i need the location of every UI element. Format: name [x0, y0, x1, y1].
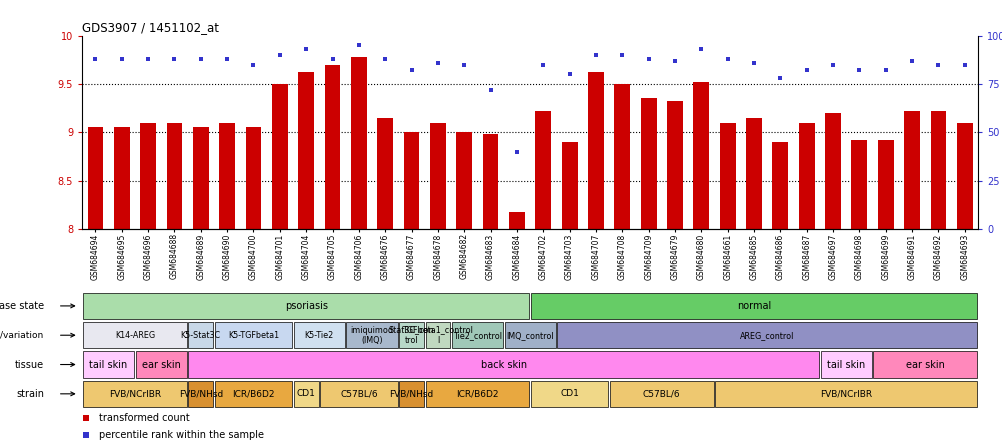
Bar	[425, 381, 529, 407]
Bar	[346, 322, 397, 349]
Text: GDS3907 / 1451102_at: GDS3907 / 1451102_at	[82, 21, 219, 34]
Text: IMQ_control: IMQ_control	[506, 331, 553, 340]
Bar	[451, 322, 502, 349]
Bar	[83, 293, 529, 319]
Bar	[192, 127, 208, 229]
Bar	[87, 127, 103, 229]
Bar	[614, 84, 629, 229]
Bar	[430, 123, 445, 229]
Bar	[719, 123, 734, 229]
Text: tail skin: tail skin	[827, 360, 865, 369]
Text: ear skin: ear skin	[905, 360, 944, 369]
Bar	[456, 132, 472, 229]
Bar	[188, 381, 213, 407]
Text: FVB/NHsd: FVB/NHsd	[178, 389, 222, 398]
Bar	[772, 142, 788, 229]
Text: transformed count: transformed count	[98, 413, 189, 423]
Text: tissue: tissue	[15, 360, 44, 369]
Bar	[298, 72, 314, 229]
Bar	[294, 381, 319, 407]
Bar	[377, 118, 393, 229]
Text: ICR/B6D2: ICR/B6D2	[456, 389, 498, 398]
Bar	[83, 351, 134, 378]
Text: back skin: back skin	[480, 360, 526, 369]
Bar	[504, 322, 555, 349]
Bar	[403, 132, 419, 229]
Bar	[714, 381, 976, 407]
Text: K5-TGFbeta1: K5-TGFbeta1	[227, 331, 279, 340]
Bar	[535, 111, 551, 229]
Bar	[873, 351, 976, 378]
Bar	[587, 72, 603, 229]
Text: tail skin: tail skin	[89, 360, 127, 369]
Text: ICR/B6D2: ICR/B6D2	[232, 389, 275, 398]
Bar	[219, 123, 234, 229]
Bar	[425, 322, 450, 349]
Bar	[903, 111, 919, 229]
Text: K5-Tie2: K5-Tie2	[305, 331, 334, 340]
Text: ear skin: ear skin	[141, 360, 180, 369]
Bar	[745, 118, 762, 229]
Bar	[83, 322, 186, 349]
Bar	[114, 127, 129, 229]
Bar	[609, 381, 713, 407]
Bar	[140, 123, 156, 229]
Text: percentile rank within the sample: percentile rank within the sample	[98, 430, 264, 440]
Text: genotype/variation: genotype/variation	[0, 331, 44, 340]
Bar	[399, 381, 424, 407]
Text: imiquimod
(IMQ): imiquimod (IMQ)	[350, 325, 393, 345]
Bar	[666, 101, 682, 229]
Bar	[188, 351, 819, 378]
Text: psoriasis: psoriasis	[285, 301, 328, 311]
Text: CD1: CD1	[559, 389, 578, 398]
Bar	[530, 381, 608, 407]
Bar	[325, 64, 340, 229]
Bar	[956, 123, 972, 229]
Text: Stat3C_con
trol: Stat3C_con trol	[389, 325, 434, 345]
Bar	[930, 111, 945, 229]
Text: FVB/NHsd: FVB/NHsd	[389, 389, 433, 398]
Text: TGFbeta1_control
l: TGFbeta1_control l	[402, 325, 473, 345]
Bar	[557, 322, 976, 349]
Text: normal: normal	[736, 301, 771, 311]
Bar	[166, 123, 182, 229]
Bar	[851, 140, 867, 229]
Bar	[245, 127, 262, 229]
Bar	[561, 142, 577, 229]
Text: K5-Stat3C: K5-Stat3C	[180, 331, 220, 340]
Bar	[825, 113, 840, 229]
Bar	[692, 82, 708, 229]
Bar	[214, 381, 292, 407]
Bar	[640, 99, 656, 229]
Bar	[508, 212, 524, 229]
Bar	[272, 84, 288, 229]
Bar	[877, 140, 893, 229]
Bar	[135, 351, 186, 378]
Bar	[83, 381, 186, 407]
Bar	[214, 322, 292, 349]
Bar	[798, 123, 814, 229]
Text: Tie2_control: Tie2_control	[453, 331, 501, 340]
Text: CD1: CD1	[297, 389, 316, 398]
Bar	[530, 293, 976, 319]
Text: C57BL/6: C57BL/6	[642, 389, 680, 398]
Bar	[399, 322, 424, 349]
Text: disease state: disease state	[0, 301, 44, 311]
Bar	[188, 322, 213, 349]
Text: FVB/NCrIBR: FVB/NCrIBR	[109, 389, 161, 398]
Text: K14-AREG: K14-AREG	[115, 331, 155, 340]
Bar	[820, 351, 871, 378]
Text: C57BL/6: C57BL/6	[340, 389, 378, 398]
Bar	[320, 381, 397, 407]
Text: strain: strain	[16, 389, 44, 399]
Text: AREG_control: AREG_control	[739, 331, 794, 340]
Text: FVB/NCrIBR: FVB/NCrIBR	[820, 389, 872, 398]
Bar	[294, 322, 345, 349]
Bar	[482, 134, 498, 229]
Bar	[351, 57, 367, 229]
